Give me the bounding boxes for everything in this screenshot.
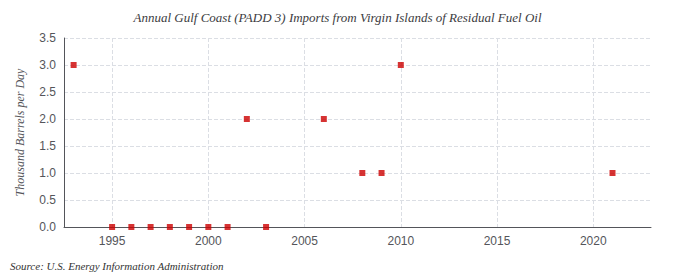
svg-text:1.5: 1.5 [39,139,56,153]
svg-text:Source: U.S. Energy Informatio: Source: U.S. Energy Information Administ… [10,260,224,272]
svg-text:2015: 2015 [484,234,511,248]
svg-text:2020: 2020 [580,234,607,248]
svg-text:2.0: 2.0 [39,112,56,126]
svg-text:0.0: 0.0 [39,220,56,234]
svg-text:0.5: 0.5 [39,193,56,207]
svg-text:3.0: 3.0 [39,58,56,72]
svg-text:2.5: 2.5 [39,85,56,99]
svg-text:2005: 2005 [291,234,318,248]
svg-text:1.0: 1.0 [39,166,56,180]
svg-text:2000: 2000 [195,234,222,248]
svg-text:Thousand Barrels per Day: Thousand Barrels per Day [13,68,27,197]
svg-text:3.5: 3.5 [39,31,56,45]
svg-text:Annual Gulf Coast (PADD 3) Imp: Annual Gulf Coast (PADD 3) Imports from … [132,10,541,25]
svg-text:1995: 1995 [99,234,126,248]
svg-text:2010: 2010 [387,234,414,248]
